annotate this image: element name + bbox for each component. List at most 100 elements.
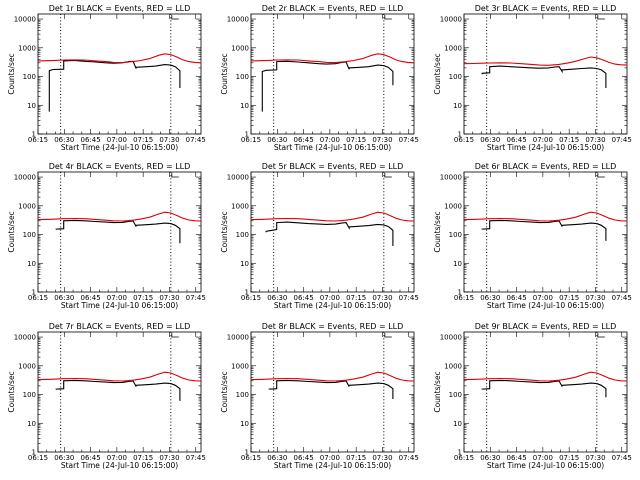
- x-tick-label: 06:15: [241, 136, 261, 144]
- x-tick-label: 06:30: [480, 454, 500, 462]
- x-tick-label: 07:15: [133, 136, 153, 144]
- y-axis-label: Counts/sec: [7, 371, 16, 412]
- y-tick-label: 1000: [444, 44, 462, 52]
- y-tick-label: 10000: [14, 174, 36, 182]
- chart-panel-2: Det 2r BLACK = Events, RED = LLD 1 10 100 10…: [220, 4, 419, 152]
- x-axis-label: Start Time (24-Jul-10 06:15:00): [487, 461, 604, 470]
- x-tick-label: 06:30: [54, 294, 74, 302]
- x-tick-label: 07:00: [533, 294, 553, 302]
- x-tick-label: 07:30: [159, 294, 179, 302]
- y-tick-label: 10: [27, 102, 36, 110]
- y-tick-label: 10000: [14, 16, 36, 24]
- x-axis-label: Start Time (24-Jul-10 06:15:00): [487, 143, 604, 152]
- events-series-line: [481, 219, 607, 241]
- y-tick-label: 1: [245, 131, 249, 139]
- x-tick-label: 06:45: [506, 454, 526, 462]
- lld-series-line: [250, 371, 415, 382]
- plot-frame: [250, 331, 415, 453]
- chart-title: Det 4r BLACK = Events, RED = LLD: [49, 162, 191, 171]
- interval-bracket-mark: [171, 333, 179, 338]
- x-tick-label: 07:30: [372, 136, 392, 144]
- y-tick-label: 1: [32, 131, 36, 139]
- chart-panel-3: Det 3r BLACK = Events, RED = LLD 1 10 100 10…: [433, 4, 632, 152]
- interval-bracket-mark: [171, 173, 179, 178]
- plot-frame: [37, 331, 202, 453]
- x-tick-label: 06:30: [54, 136, 74, 144]
- lld-series-line: [37, 211, 202, 222]
- y-tick-label: 10: [240, 260, 249, 268]
- events-series-line: [268, 379, 394, 399]
- y-tick-label: 100: [23, 391, 36, 399]
- lld-series-line: [37, 53, 202, 64]
- x-tick-label: 07:45: [186, 136, 206, 144]
- y-tick-label: 1: [32, 449, 36, 457]
- events-series-line: [265, 221, 394, 246]
- chart-panel-4: Det 4r BLACK = Events, RED = LLD 1 10 100 10…: [7, 162, 206, 310]
- chart-panel-6: Det 6r BLACK = Events, RED = LLD 1 10 100 10…: [433, 162, 632, 310]
- y-tick-label: 1000: [231, 202, 249, 210]
- x-tick-label: 06:30: [480, 136, 500, 144]
- chart-title: Det 3r BLACK = Events, RED = LLD: [475, 4, 617, 13]
- y-axis-label: Counts/sec: [220, 53, 229, 94]
- lld-series-line: [463, 56, 628, 66]
- x-tick-label: 07:30: [372, 454, 392, 462]
- chart-title: Det 9r BLACK = Events, RED = LLD: [475, 322, 617, 331]
- x-tick-label: 07:15: [346, 136, 366, 144]
- y-tick-label: 1000: [18, 202, 36, 210]
- interval-bracket-mark: [384, 333, 392, 338]
- chart-title: Det 5r BLACK = Events, RED = LLD: [262, 162, 404, 171]
- y-tick-label: 100: [23, 73, 36, 81]
- x-tick-label: 07:45: [612, 294, 632, 302]
- chart-title: Det 7r BLACK = Events, RED = LLD: [49, 322, 191, 331]
- plot-frame: [250, 13, 415, 135]
- events-series-line: [55, 219, 181, 244]
- events-series-line: [481, 379, 607, 398]
- y-tick-label: 1: [245, 449, 249, 457]
- y-tick-label: 1000: [444, 362, 462, 370]
- y-axis-label: Counts/sec: [433, 371, 442, 412]
- events-series-line: [261, 60, 394, 112]
- chart-panel-8: Det 8r BLACK = Events, RED = LLD 1 10 100 10…: [220, 322, 419, 470]
- interval-bracket-mark: [171, 15, 179, 20]
- plot-frame: [463, 171, 628, 293]
- y-tick-label: 100: [23, 231, 36, 239]
- y-tick-label: 1: [458, 449, 462, 457]
- x-axis-label: Start Time (24-Jul-10 06:15:00): [61, 301, 178, 310]
- x-tick-label: 06:15: [28, 454, 48, 462]
- y-tick-label: 10000: [227, 334, 249, 342]
- x-tick-label: 06:30: [267, 454, 287, 462]
- chart-title: Det 8r BLACK = Events, RED = LLD: [262, 322, 404, 331]
- events-series-line: [481, 65, 607, 88]
- x-tick-label: 06:15: [241, 454, 261, 462]
- x-tick-label: 07:00: [533, 454, 553, 462]
- x-axis-label: Start Time (24-Jul-10 06:15:00): [61, 143, 178, 152]
- lld-series-line: [463, 211, 628, 222]
- y-tick-label: 10: [27, 420, 36, 428]
- y-tick-label: 100: [236, 391, 249, 399]
- x-tick-label: 06:15: [28, 294, 48, 302]
- y-tick-label: 1000: [231, 362, 249, 370]
- x-tick-label: 07:30: [372, 294, 392, 302]
- x-tick-label: 06:45: [506, 136, 526, 144]
- x-tick-label: 06:45: [293, 294, 313, 302]
- x-tick-label: 06:45: [80, 136, 100, 144]
- plot-frame: [250, 171, 415, 293]
- y-axis-label: Counts/sec: [7, 53, 16, 94]
- y-tick-label: 1: [32, 289, 36, 297]
- x-tick-label: 06:30: [267, 294, 287, 302]
- x-tick-label: 07:30: [159, 454, 179, 462]
- interval-bracket-mark: [384, 173, 392, 178]
- x-tick-label: 07:30: [159, 136, 179, 144]
- plot-frame: [37, 171, 202, 293]
- x-tick-label: 07:00: [320, 136, 340, 144]
- x-tick-label: 07:15: [133, 454, 153, 462]
- x-tick-label: 06:30: [480, 294, 500, 302]
- y-tick-label: 100: [236, 73, 249, 81]
- interval-bracket-mark: [597, 15, 605, 20]
- x-tick-label: 07:45: [399, 294, 419, 302]
- x-tick-label: 06:15: [454, 454, 474, 462]
- chart-panel-7: Det 7r BLACK = Events, RED = LLD 1 10 100 10…: [7, 322, 206, 470]
- x-tick-label: 07:15: [346, 294, 366, 302]
- chart-panel-5: Det 5r BLACK = Events, RED = LLD 1 10 100 10…: [220, 162, 419, 310]
